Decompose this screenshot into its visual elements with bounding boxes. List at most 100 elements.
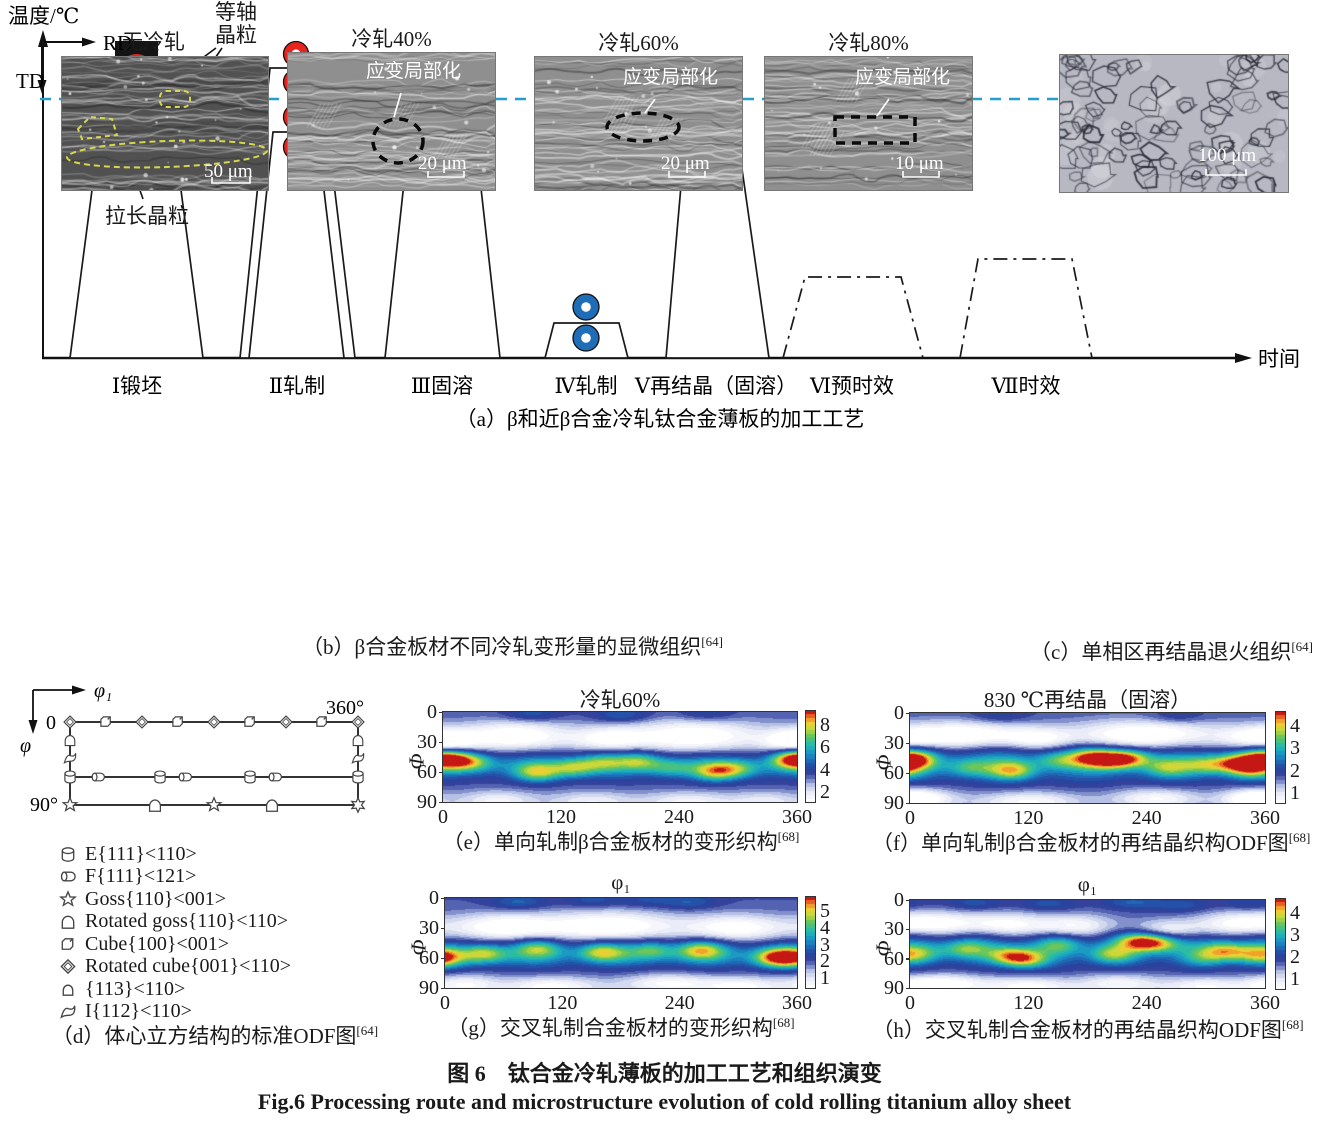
panel-g-cbar-tick: 2 [820,950,830,973]
odf-symbol-curvy [60,1005,76,1019]
odf-symbol-cylinder [352,770,364,784]
panel-g-ytick: 60 [419,947,439,969]
panel-e-caption: （e）单向轧制β合金板材的变形织构[68] [425,826,817,856]
odf-symbol-arch-small [62,984,74,996]
odf-symbol-arch [265,799,279,812]
panel-g-cbar-tick: 5 [820,900,830,922]
step-label-4: Ⅳ轧制 [555,374,618,398]
legend-item: Goss{110}<001> [58,888,388,911]
panel-f-xtick: 120 [1013,807,1044,829]
panel-h-xtick: 120 [1013,992,1044,1014]
legend-symbol-arch-small-icon [62,984,74,996]
panel-h-caption-text: （h）交叉轧制合金板材的再结晶织构ODF图 [872,1018,1282,1042]
panel-g-heatmap [444,897,798,989]
panel-e-xtick: 360 [782,806,812,828]
legend-item-label: {113}<110> [85,977,186,1000]
step-preaging-trapezoid [782,276,924,359]
figure-caption-en: Fig.6 Processing route and microstructur… [257,1089,1072,1114]
phi-axis-label: φ [20,735,31,757]
annotation-equiaxed-line2: 晶粒 [215,23,257,47]
panel-g-xtick: 120 [547,992,578,1014]
panel-e-cbar-tick: 4 [820,758,830,781]
annotation-equiaxed-grains: 等轴 晶粒 [205,1,267,47]
odf-symbol-star [205,796,223,812]
odf-symbol-arch [148,799,162,812]
legend-symbol-half-cylinder-icon [60,871,76,882]
panel-g-ytick: 90 [419,977,439,999]
panel-g-ytick: 0 [429,887,439,909]
step-label-5: Ⅴ再结晶（固溶） [634,374,797,398]
legend-item: F{111}<121> [58,865,388,889]
panel-d-caption: （d）体心立方结构的标准ODF图[64] [10,1020,420,1050]
micrograph-4-title: 冷轧80% [828,31,909,55]
micrograph-3-scale-label: 20 μm [661,153,710,174]
panel-e-cbar-tick: 2 [820,781,830,803]
odf-symbol-curvy [63,753,77,765]
panel-g-cbar-tick: 1 [820,967,830,989]
panel-e-title: 冷轧60% [579,688,661,712]
legend-item-label: Goss{110}<001> [85,887,227,910]
panel-f-cbar-tick: 4 [1290,715,1300,737]
micrograph-2-overlay: 应变局部化 20 μm [366,60,467,178]
panel-d-caption-ref: [64] [356,1023,379,1038]
panel-e-xtick: 240 [664,806,694,828]
legend-item: Cube{100}<001> [58,933,388,956]
phi1-axis-label: φ₁ [94,680,112,702]
panel-f-xtick: 360 [1250,807,1280,829]
panel-f-cbar-tick: 2 [1290,759,1300,782]
step-label-6: Ⅵ预时效 [809,374,894,398]
micrograph-4-scale-label: 10 μm [895,153,944,174]
x-axis-arrow [1235,353,1252,363]
panel-h-xtick: 360 [1250,992,1280,1014]
phi1-axis-arrow [72,685,86,695]
panel-f-cbar-tick: 1 [1290,782,1300,804]
panel-h-ytick-mark [906,987,910,989]
odf-symbol-diamond [60,959,76,975]
odf-symbol-arch [61,915,75,930]
odf-symbol-half-cylinder [268,772,282,782]
step-label-1: Ⅰ锻坯 [112,374,162,398]
odf-symbol-star [58,889,78,907]
panel-e-ytick: 60 [417,761,437,783]
panel-f-ytick: 60 [884,762,904,784]
micrograph-annealed-scale-label: 100 μm [1198,145,1256,166]
panel-f-ytick: 0 [894,702,904,724]
odf-symbol-cylinder [64,770,76,784]
panel-c-caption-text: （c）单相区再结晶退火组织 [1030,640,1292,664]
legend-symbol-curvy-icon [60,1005,76,1019]
annotation-equiaxed-line1: 等轴 [215,0,257,24]
odf-symbol-cylinder [61,846,75,862]
legend-item: Rotated cube{001}<110> [58,955,388,979]
odf-symbol-cube [172,716,183,727]
legend-symbol-diamond-icon [60,959,76,975]
panel-g-ytick-mark [441,957,445,959]
panel-h-xtick: 0 [905,992,915,1014]
panel-h-cbar-tick: 2 [1290,946,1300,968]
panel-h-heatmap [909,899,1266,989]
micrograph-1-scale-label: 50 μm [204,161,253,182]
odf-symbol-half-cylinder [178,772,192,782]
legend-symbol-star-icon [58,889,78,907]
legend-item-label: E{111}<110> [85,842,197,865]
panel-b-micrographs: RD TD 无冷轧 等轴 晶粒 拉长晶粒 50 μm 冷轧40% 应变局部化 20 μm 冷轧60%… [0,0,1329,250]
panel-b-caption-ref: [64] [701,634,723,649]
panel-f-ytick-mark [906,772,910,774]
micrograph-3-image [534,56,743,191]
panel-e-ytick-mark [439,801,443,803]
panel-h-ytick: 90 [884,977,904,999]
panel-g-xtick: 0 [440,992,450,1014]
micrograph-1-overlay: 50 μm [66,90,268,184]
panel-e-caption-text: （e）单向轧制β合金板材的变形织构 [442,830,778,854]
panel-f-title: 830 ℃再结晶（固溶） [983,688,1192,712]
x-axis-label: 时间 [1258,347,1300,371]
panel-f-ytick-mark [906,712,910,714]
phi-axis-arrow [28,720,38,734]
panel-e-ytick-mark [439,741,443,743]
strain-localization-label: 应变局部化 [366,60,461,82]
odf-symbol-cube [244,716,255,727]
odf-symbol-star6 [350,796,366,814]
panel-e-colorbar [805,710,816,803]
panel-g-caption: （g）交叉轧制合金板材的变形织构[68] [425,1012,817,1042]
legend-item: E{111}<110> [58,843,388,866]
odf-symbol-diamond [279,715,293,729]
